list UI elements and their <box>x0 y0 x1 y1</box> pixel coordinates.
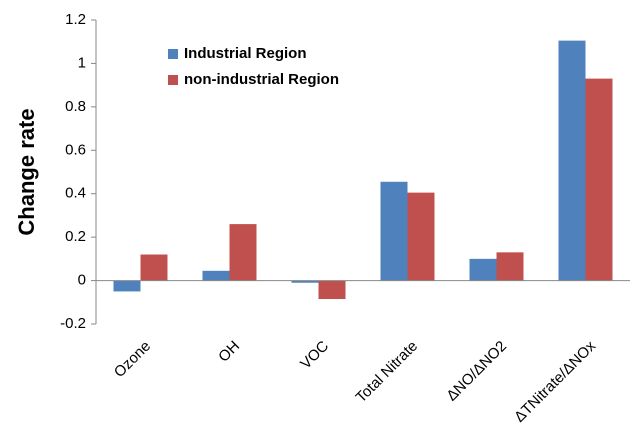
bar <box>202 270 230 281</box>
x-tick-label: OH <box>215 338 243 366</box>
bar <box>585 78 613 281</box>
y-tick-label: -0.2 <box>60 315 86 332</box>
y-tick-label: 0.8 <box>65 98 86 115</box>
bar <box>113 280 141 292</box>
bar <box>380 181 408 281</box>
bar <box>407 192 435 281</box>
x-tick-label: VOC <box>297 338 332 373</box>
x-tick-label: Total Nitrate <box>353 338 422 407</box>
y-tick-label: 1.2 <box>65 11 86 28</box>
y-tick-label: 0.6 <box>65 141 86 158</box>
y-tick-label: 0.4 <box>65 185 86 202</box>
bar <box>229 224 257 281</box>
legend-swatch <box>168 49 178 59</box>
legend-label: non-industrial Region <box>184 71 339 88</box>
bar <box>496 252 524 281</box>
legend-swatch <box>168 75 178 85</box>
bar <box>291 280 319 283</box>
y-tick-label: 1 <box>78 54 86 71</box>
bar <box>469 258 497 281</box>
x-tick-label: ΔTNitrate/ΔNOx <box>511 337 599 425</box>
legend-label: Industrial Region <box>184 45 307 62</box>
x-tick-label: Ozone <box>111 338 154 381</box>
y-tick-label: 0 <box>78 272 86 289</box>
y-tick-label: 0.2 <box>65 228 86 245</box>
bar <box>318 280 346 300</box>
bar <box>140 254 168 281</box>
y-axis-label: Change rate <box>14 108 39 235</box>
x-tick-label: ΔNO/ΔNO2 <box>443 338 510 405</box>
bar <box>558 40 586 281</box>
